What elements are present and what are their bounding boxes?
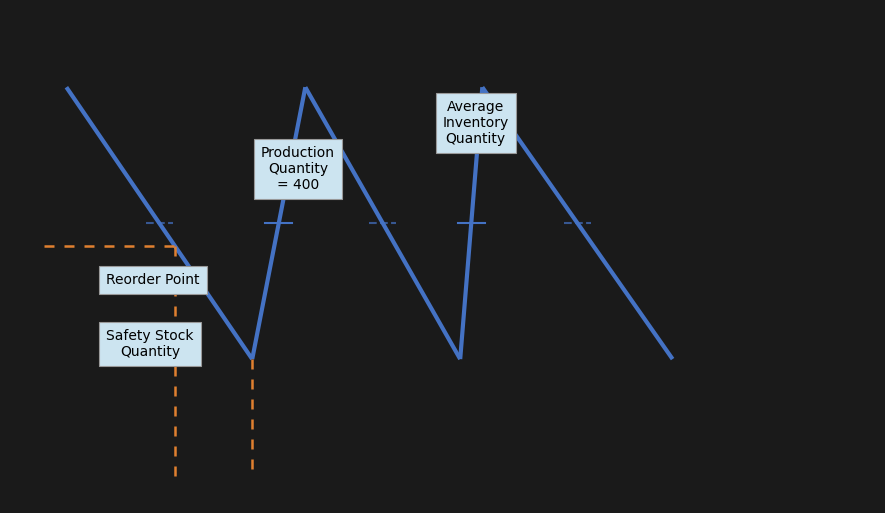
Text: Reorder Point: Reorder Point xyxy=(106,272,200,287)
Text: Safety Stock
Quantity: Safety Stock Quantity xyxy=(106,329,194,359)
Text: Production
Quantity
= 400: Production Quantity = 400 xyxy=(261,146,335,192)
Text: Average
Inventory
Quantity: Average Inventory Quantity xyxy=(442,100,509,146)
